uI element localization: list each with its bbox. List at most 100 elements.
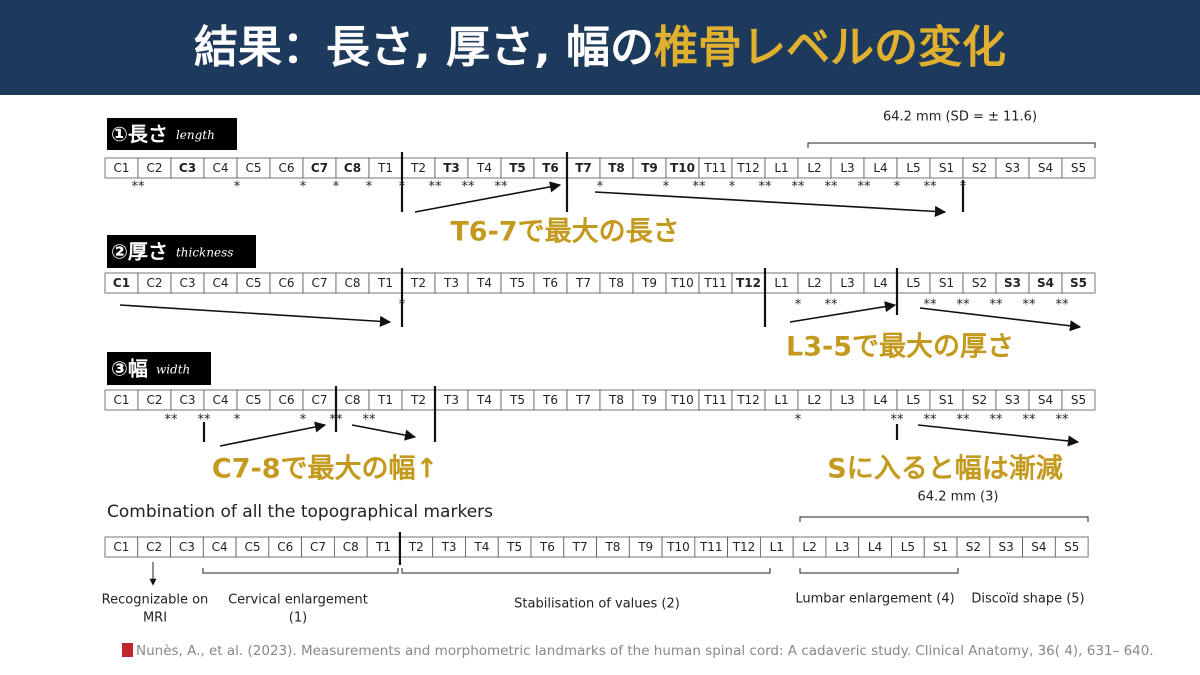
header-band	[0, 0, 1200, 95]
level-label: T10	[670, 276, 694, 290]
group-label: Lumbar enlargement (4)	[795, 592, 954, 607]
citation: Nunès, A., et al. (2023). Measurements a…	[136, 643, 1154, 659]
level-label: T2	[410, 393, 426, 407]
level-label: S2	[966, 540, 981, 554]
level-label: S4	[1031, 540, 1046, 554]
level-label: C7	[310, 540, 326, 554]
level-label: C6	[278, 161, 294, 175]
level-label: C8	[344, 393, 360, 407]
level-label: C3	[179, 161, 196, 175]
significance-mark: *	[366, 180, 373, 195]
bracket	[202, 568, 399, 574]
level-label: C2	[146, 540, 162, 554]
level-label: T9	[641, 276, 657, 290]
level-label: C8	[343, 540, 359, 554]
badge	[107, 235, 256, 268]
significance-mark: *	[795, 298, 802, 313]
level-label: T11	[703, 276, 727, 290]
level-label: L4	[873, 393, 887, 407]
significance-mark: **	[462, 180, 476, 195]
level-label: S2	[972, 161, 987, 175]
significance-mark: *	[399, 298, 406, 313]
level-label: T10	[666, 540, 690, 554]
level-label: T2	[410, 276, 426, 290]
significance-mark: **	[693, 180, 707, 195]
level-label: S5	[1070, 276, 1087, 290]
arrow	[789, 301, 897, 323]
group-label: Discoïd shape (5)	[971, 592, 1084, 607]
level-label: T3	[441, 540, 457, 554]
level-label: T5	[506, 540, 522, 554]
level-label: S3	[1005, 393, 1020, 407]
level-label: L1	[774, 276, 788, 290]
significance-mark: **	[363, 413, 377, 428]
level-label: L2	[807, 393, 821, 407]
level-label: T8	[608, 276, 624, 290]
level-label: C4	[212, 393, 228, 407]
badge-label: ③幅 width	[111, 356, 190, 380]
level-label: T4	[476, 161, 492, 175]
level-label: C7	[311, 161, 328, 175]
significance-mark: **	[792, 180, 806, 195]
level-label: L3	[840, 276, 854, 290]
significance-mark: *	[234, 180, 241, 195]
bracket	[807, 142, 1096, 148]
level-label: C1	[113, 161, 129, 175]
level-label: T8	[604, 540, 620, 554]
significance-mark: **	[825, 180, 839, 195]
significance-mark: **	[1056, 298, 1070, 313]
significance-mark: **	[1023, 413, 1037, 428]
significance-mark: *	[795, 413, 802, 428]
significance-mark: **	[825, 298, 839, 313]
level-label: T10	[670, 161, 695, 175]
level-label: C5	[244, 540, 260, 554]
significance-mark: **	[1023, 298, 1037, 313]
level-label: S4	[1037, 276, 1054, 290]
level-label: T3	[443, 276, 459, 290]
level-label: S3	[1004, 276, 1021, 290]
badge-title: ③幅	[111, 356, 148, 380]
level-label: C8	[344, 161, 361, 175]
level-label: L5	[901, 540, 915, 554]
level-label: T3	[443, 161, 460, 175]
badge	[107, 118, 237, 150]
level-label: L3	[835, 540, 849, 554]
level-label: C7	[311, 276, 327, 290]
badge-label: ②厚さ thickness	[111, 239, 233, 263]
significance-mark: *	[729, 180, 736, 195]
level-label: L5	[906, 393, 920, 407]
level-label: L5	[906, 161, 920, 175]
length-note: 64.2 mm (SD = ± 11.6)	[883, 110, 1037, 125]
level-label: C1	[113, 276, 130, 290]
level-label: C5	[245, 161, 261, 175]
level-label: L4	[873, 161, 887, 175]
level-label: L2	[807, 161, 821, 175]
level-label: S2	[972, 276, 987, 290]
level-label: C5	[245, 276, 261, 290]
level-label: L1	[774, 393, 788, 407]
level-label: C6	[277, 540, 293, 554]
badge	[107, 352, 211, 385]
level-label: T11	[703, 393, 727, 407]
level-label: T7	[572, 540, 588, 554]
significance-mark: **	[924, 413, 938, 428]
arrow	[119, 304, 392, 327]
arrow	[919, 307, 1082, 332]
bracket	[401, 568, 771, 574]
level-label: C2	[146, 161, 162, 175]
level-label: T1	[375, 540, 391, 554]
level-label: C1	[113, 540, 129, 554]
level-cell	[1061, 157, 1096, 179]
level-label: C4	[212, 276, 228, 290]
level-label: C7	[311, 393, 327, 407]
level-label: S1	[933, 540, 948, 554]
level-label: T9	[641, 161, 658, 175]
significance-mark: *	[234, 413, 241, 428]
level-label: C2	[146, 276, 162, 290]
significance-mark: **	[495, 180, 509, 195]
level-label: L3	[840, 393, 854, 407]
level-label: T1	[377, 276, 393, 290]
badge-title: ①長さ	[111, 122, 168, 146]
level-label: T12	[732, 540, 756, 554]
